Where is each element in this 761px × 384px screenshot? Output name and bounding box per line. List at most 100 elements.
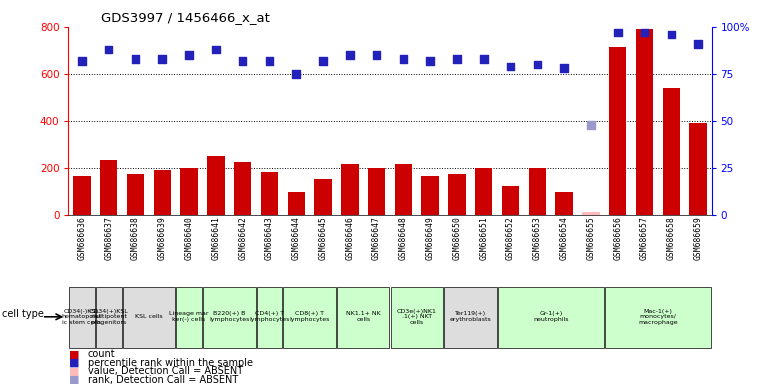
Bar (96, 287, 122, 348)
Text: CD3e(+)NK1
.1(+) NKT
cells: CD3e(+)NK1 .1(+) NKT cells (397, 308, 437, 325)
Bar (605, 287, 711, 348)
Bar (390, 287, 443, 348)
Bar (337, 287, 390, 348)
Text: NK1.1+ NK
cells: NK1.1+ NK cells (345, 311, 380, 322)
Point (397, 56, 409, 62)
Point (451, 56, 463, 62)
Point (263, 58, 275, 64)
Text: GSM686655: GSM686655 (587, 217, 595, 260)
Text: ■: ■ (68, 375, 79, 384)
Bar (288, 192, 305, 215)
Text: B220(+) B
lymphocytes: B220(+) B lymphocytes (209, 311, 250, 322)
Point (183, 52, 195, 58)
Point (585, 122, 597, 128)
Text: GSM686650: GSM686650 (453, 217, 461, 260)
Point (424, 58, 436, 64)
Point (129, 56, 142, 62)
Text: GSM686644: GSM686644 (291, 217, 301, 260)
Bar (556, 192, 573, 215)
Text: GSM686652: GSM686652 (506, 217, 515, 260)
Text: value, Detection Call = ABSENT: value, Detection Call = ABSENT (88, 366, 243, 376)
Text: GSM686659: GSM686659 (693, 217, 702, 260)
Bar (100, 160, 117, 215)
Text: GSM686657: GSM686657 (640, 217, 649, 260)
Bar (154, 170, 171, 215)
Text: Gr-1(+)
neutrophils: Gr-1(+) neutrophils (533, 311, 568, 322)
Bar (529, 168, 546, 215)
Text: percentile rank within the sample: percentile rank within the sample (88, 358, 253, 368)
Point (156, 56, 168, 62)
Text: GDS3997 / 1456466_x_at: GDS3997 / 1456466_x_at (100, 11, 269, 24)
Bar (234, 162, 251, 215)
Point (505, 63, 517, 70)
Point (531, 61, 543, 68)
Text: GSM686651: GSM686651 (479, 217, 489, 260)
Bar (127, 174, 144, 215)
Point (371, 52, 383, 58)
Point (638, 30, 651, 36)
Text: GSM686654: GSM686654 (559, 217, 568, 260)
Bar (422, 176, 439, 215)
Text: GSM686643: GSM686643 (265, 217, 274, 260)
Bar (475, 168, 492, 215)
Text: GSM686636: GSM686636 (78, 217, 87, 260)
Point (692, 41, 704, 47)
Point (290, 71, 302, 77)
Text: GSM686646: GSM686646 (345, 217, 355, 260)
Point (103, 46, 115, 53)
Text: GSM686641: GSM686641 (212, 217, 221, 260)
Text: ■: ■ (68, 358, 79, 368)
Bar (256, 287, 282, 348)
Text: GSM686637: GSM686637 (104, 217, 113, 260)
Text: count: count (88, 349, 115, 359)
Point (317, 58, 329, 64)
Text: rank, Detection Call = ABSENT: rank, Detection Call = ABSENT (88, 375, 237, 384)
Bar (498, 287, 603, 348)
Bar (448, 174, 466, 215)
Text: KSL cells: KSL cells (135, 314, 163, 319)
Text: Lineage mar
ker(-) cells: Lineage mar ker(-) cells (169, 311, 209, 322)
Bar (261, 172, 279, 215)
Point (612, 30, 624, 36)
Bar (69, 287, 95, 348)
Bar (582, 212, 600, 215)
Bar (207, 156, 224, 215)
Point (478, 56, 490, 62)
Point (344, 52, 356, 58)
Text: GSM686648: GSM686648 (399, 217, 408, 260)
Text: GSM686638: GSM686638 (131, 217, 140, 260)
Text: GSM686653: GSM686653 (533, 217, 542, 260)
Bar (203, 287, 256, 348)
Bar (609, 47, 626, 215)
Bar (73, 176, 91, 215)
Bar (314, 179, 332, 215)
Text: CD8(+) T
lymphocytes: CD8(+) T lymphocytes (289, 311, 330, 322)
Bar (341, 164, 358, 215)
Point (210, 46, 222, 53)
Text: GSM686640: GSM686640 (185, 217, 193, 260)
Bar (180, 168, 198, 215)
Text: CD4(+) T
lymphocytes: CD4(+) T lymphocytes (250, 311, 290, 322)
Text: GSM686656: GSM686656 (613, 217, 622, 260)
Point (558, 65, 570, 71)
Text: Ter119(+)
erythroblasts: Ter119(+) erythroblasts (450, 311, 492, 322)
Bar (663, 88, 680, 215)
Text: GSM686658: GSM686658 (667, 217, 676, 260)
Bar (689, 123, 707, 215)
Point (76, 58, 88, 64)
Text: ■: ■ (68, 349, 79, 359)
Bar (283, 287, 336, 348)
Bar (368, 168, 385, 215)
Text: CD34(-)KSL
hematopoiet
ic stem cells: CD34(-)KSL hematopoiet ic stem cells (62, 308, 102, 325)
Text: CD34(+)KSL
multipotent
progenitors: CD34(+)KSL multipotent progenitors (89, 308, 128, 325)
Bar (123, 287, 175, 348)
Bar (636, 29, 653, 215)
Point (665, 31, 677, 38)
Bar (501, 185, 519, 215)
Bar (395, 164, 412, 215)
Text: GSM686649: GSM686649 (425, 217, 435, 260)
Point (237, 58, 249, 64)
Bar (444, 287, 497, 348)
Text: GSM686647: GSM686647 (372, 217, 381, 260)
Text: GSM686642: GSM686642 (238, 217, 247, 260)
